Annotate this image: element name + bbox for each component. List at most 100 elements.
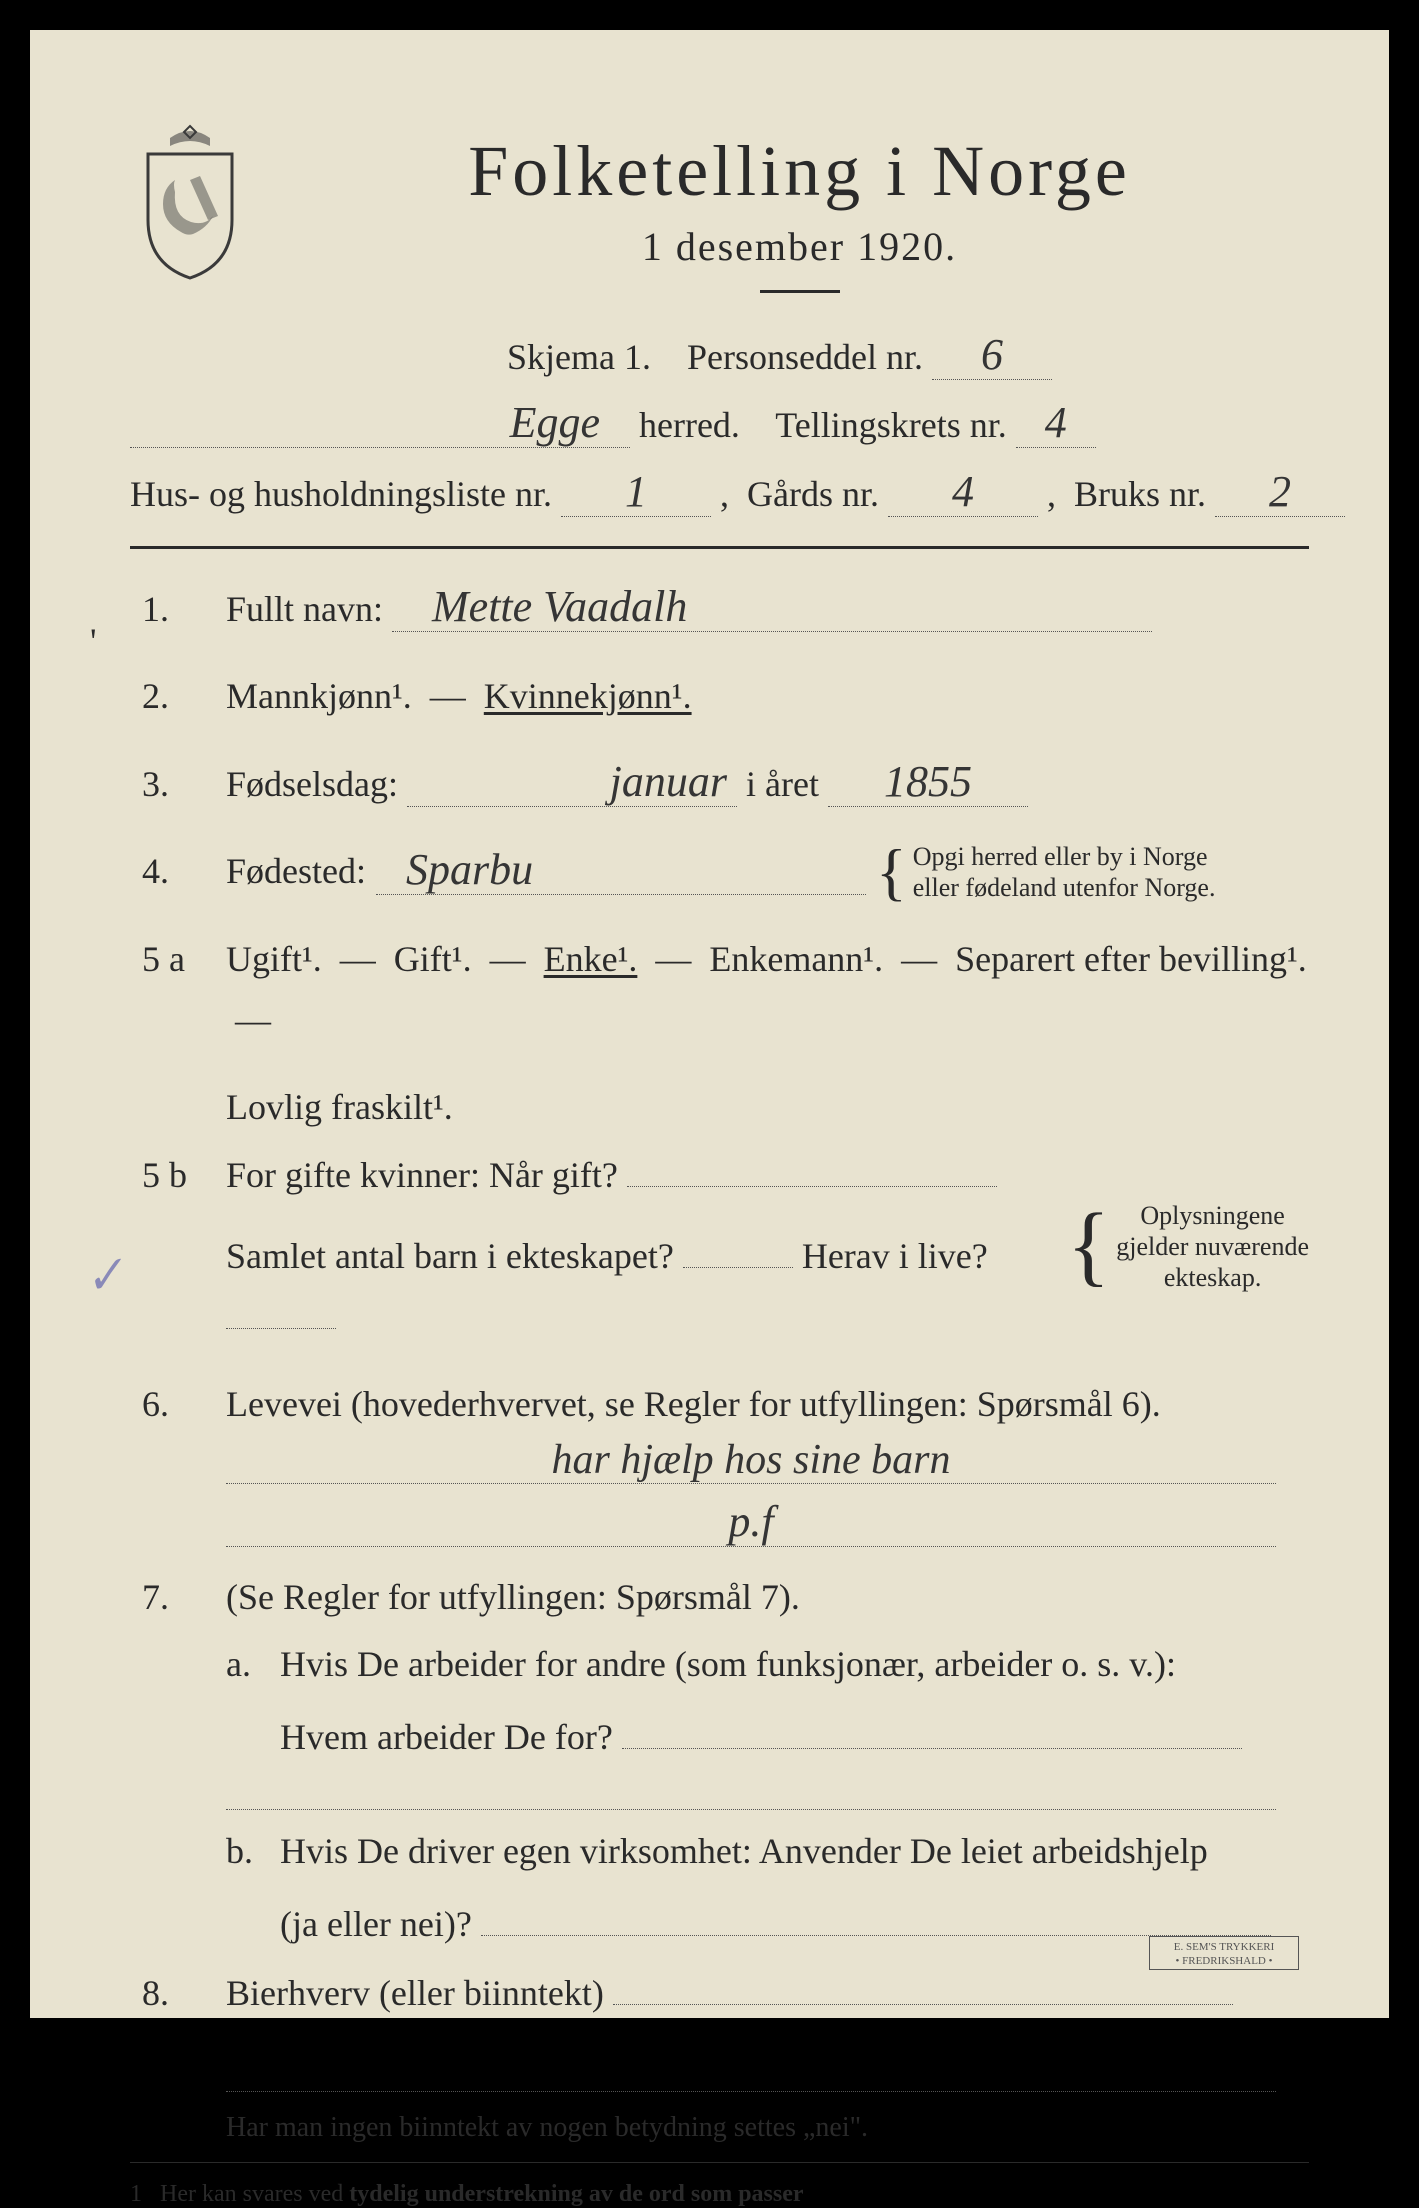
q4-sidenote: { Opgi herred eller by i Norge eller fød… — [876, 841, 1215, 903]
q6-num: 6. — [130, 1374, 208, 1435]
divider-heavy — [130, 546, 1309, 549]
q8-blank — [226, 2050, 1276, 2092]
q7-label: (Se Regler for utfyllingen: Spørsmål 7). — [226, 1577, 800, 1617]
q5b-live-val — [226, 1289, 336, 1329]
q7a-val — [622, 1709, 1242, 1749]
page-subtitle: 1 desember 1920. — [290, 223, 1309, 270]
q7: 7. (Se Regler for utfyllingen: Spørsmål … — [130, 1567, 1309, 1628]
q7a-text2: Hvem arbeider De for? — [280, 1717, 613, 1757]
personseddel-label: Personseddel nr. — [687, 337, 923, 377]
q1-label: Fullt navn: — [226, 589, 383, 629]
q3-mid: i året — [746, 764, 819, 804]
gards-nr: 4 — [888, 470, 1038, 517]
stamp-l2: • FREDRIKSHALD • — [1176, 1955, 1273, 1967]
q5a-enkemann: Enkemann¹. — [709, 939, 883, 979]
q1-num: 1. — [130, 579, 208, 640]
q6-label: Levevei (hovederhvervet, se Regler for u… — [226, 1384, 1161, 1424]
biinntekt-note: Har man ingen biinntekt av nogen betydni… — [130, 2112, 1309, 2144]
q7a: a. Hvis De arbeider for andre (som funks… — [226, 1643, 1309, 1758]
q5a-fraskilt: Lovlig fraskilt¹. — [226, 1087, 453, 1127]
stray-mark: ' — [90, 620, 97, 662]
q6: 6. Levevei (hovederhvervet, se Regler fo… — [130, 1374, 1309, 1435]
q2-num: 2. — [130, 666, 208, 727]
q5b-sn3: ekteskap. — [1164, 1263, 1261, 1292]
footnote-num: 1 — [130, 2181, 142, 2207]
coat-of-arms-icon — [130, 120, 250, 280]
meta-line-2: Egge herred. Tellingskrets nr. 4 — [130, 391, 1309, 459]
q7b-letter: b. — [226, 1830, 266, 1872]
herred-value: Egge — [130, 401, 630, 448]
q5a-num: 5 a — [130, 929, 208, 990]
q6-answer: har hjælp hos sine barn — [226, 1439, 1276, 1484]
q4-num: 4. — [130, 841, 208, 902]
q5b-num: 5 b — [130, 1145, 208, 1206]
footnote-text: Her kan svares ved tydelig understreknin… — [160, 2181, 804, 2207]
meta-line-1: Skjema 1. Personseddel nr. 6 — [130, 323, 1309, 391]
q5b-sn1: Oplysningene — [1140, 1201, 1284, 1230]
q1-value: Mette Vaadalh — [392, 585, 1152, 632]
stamp-l1: E. SEM'S TRYKKERI — [1174, 1941, 1275, 1953]
q3-num: 3. — [130, 754, 208, 815]
q5b: 5 b For gifte kvinner: Når gift? Samlet … — [130, 1145, 1309, 1349]
bruks-label: Bruks nr. — [1074, 474, 1206, 514]
q3: 3. Fødselsdag: januar i året 1855 — [130, 754, 1309, 815]
q7b-text1: Hvis De driver egen virksomhet: Anvender… — [280, 1830, 1309, 1872]
q7a-blank — [226, 1768, 1276, 1810]
q4-value: Sparbu — [376, 848, 866, 895]
q6-answer-block: har hjælp hos sine barn p.f — [130, 1439, 1309, 1547]
q5b-sidenote: { Oplysningene gjelder nuværende ekteska… — [1067, 1200, 1309, 1294]
schema-label: Skjema 1. — [507, 337, 651, 377]
pencil-tick: ✓ — [79, 1245, 128, 1307]
q4-label: Fødested: — [226, 841, 366, 902]
q4-sidenote-l2: eller fødeland utenfor Norge. — [913, 873, 1216, 902]
page-title: Folketelling i Norge — [290, 130, 1309, 213]
husliste-label: Hus- og husholdningsliste nr. — [130, 474, 552, 514]
q5a-ugift: Ugift¹. — [226, 939, 322, 979]
q7b-text2: (ja eller nei)? — [280, 1904, 472, 1944]
title-block: Folketelling i Norge 1 desember 1920. — [290, 120, 1309, 293]
q2-kvinne: Kvinnekjønn¹. — [484, 676, 692, 716]
q8-label: Bierhverv (eller biinntekt) — [226, 1973, 604, 2013]
q1: 1. Fullt navn: Mette Vaadalh — [130, 579, 1309, 640]
q7b: b. Hvis De driver egen virksomhet: Anven… — [226, 1830, 1309, 1945]
q3-month: januar — [407, 760, 737, 807]
herred-label: herred. — [639, 405, 740, 445]
q8-val — [613, 1965, 1233, 2005]
q5b-gift-val — [627, 1147, 997, 1187]
q5a-gift: Gift¹. — [394, 939, 472, 979]
brace-icon: { — [1067, 1210, 1110, 1282]
header: Folketelling i Norge 1 desember 1920. — [130, 120, 1309, 293]
q2-dash: — — [430, 676, 466, 716]
questions: 1. Fullt navn: Mette Vaadalh 2. Mannkjøn… — [130, 579, 1309, 2208]
printer-stamp: E. SEM'S TRYKKERI • FREDRIKSHALD • — [1149, 1936, 1299, 1970]
meta-block: Skjema 1. Personseddel nr. 6 Egge herred… — [130, 323, 1309, 528]
divider-thin — [130, 2162, 1309, 2163]
q8-num: 8. — [130, 1963, 208, 2024]
husliste-nr: 1 — [561, 470, 711, 517]
q5b-line1: For gifte kvinner: Når gift? — [226, 1155, 618, 1195]
q5a: 5 a Ugift¹. — Gift¹. — Enke¹. — Enkemann… — [130, 929, 1309, 1139]
q6-mark: p.f — [226, 1500, 1276, 1547]
q5b-barn-val — [683, 1228, 793, 1268]
q4-sidenote-l1: Opgi herred eller by i Norge — [913, 842, 1208, 871]
census-form-page: ' Folketelling i Norge 1 desember 1920. … — [30, 30, 1389, 2018]
q7a-letter: a. — [226, 1643, 266, 1685]
personseddel-nr: 6 — [932, 333, 1052, 380]
q7b-val — [481, 1896, 1271, 1936]
tellingskrets-nr: 4 — [1016, 401, 1096, 448]
q7-subs: a. Hvis De arbeider for andre (som funks… — [130, 1643, 1309, 1945]
q5b-sn2: gjelder nuværende — [1116, 1232, 1309, 1261]
q5b-line2a: Samlet antal barn i ekteskapet? — [226, 1236, 674, 1276]
q5b-line2b: Herav i live? — [802, 1236, 988, 1276]
q7a-text1: Hvis De arbeider for andre (som funksjon… — [280, 1643, 1309, 1685]
q3-year: 1855 — [828, 760, 1028, 807]
meta-line-3: Hus- og husholdningsliste nr. 1 , Gårds … — [130, 460, 1309, 528]
q2: 2. Mannkjønn¹. — Kvinnekjønn¹. — [130, 666, 1309, 727]
brace-icon: { — [876, 846, 907, 897]
gards-label: Gårds nr. — [747, 474, 879, 514]
q5a-enke: Enke¹. — [544, 939, 638, 979]
q5a-separert: Separert efter bevilling¹. — [955, 939, 1307, 979]
q7-num: 7. — [130, 1567, 208, 1628]
q4: 4. Fødested: Sparbu { Opgi herred eller … — [130, 841, 1309, 903]
q8-blank-block — [130, 2050, 1309, 2092]
